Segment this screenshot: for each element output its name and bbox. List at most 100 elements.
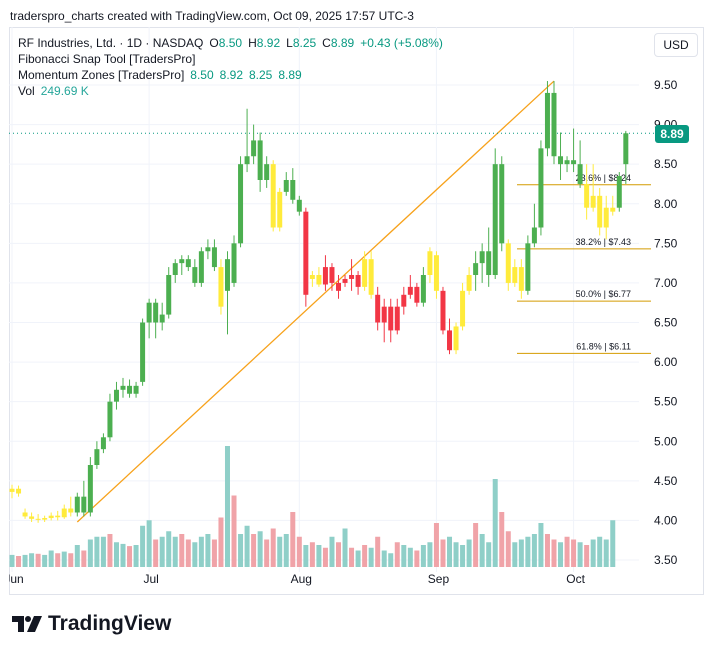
volume-bar — [172, 536, 178, 567]
volume-bar — [166, 531, 172, 567]
volume-bar — [133, 545, 139, 567]
volume-bar — [316, 545, 322, 567]
candle-body — [61, 508, 67, 518]
legend-change: +0.43 (+5.08%) — [360, 36, 443, 50]
candle-body — [518, 267, 524, 291]
volume-bar — [283, 534, 289, 567]
candle-body — [16, 488, 22, 494]
volume-bar — [551, 539, 557, 567]
candle-body — [113, 389, 119, 402]
volume-bar — [159, 536, 165, 567]
candle-body — [616, 176, 622, 208]
volume-bar — [342, 528, 348, 567]
volume-bar — [35, 553, 41, 567]
volume-bar — [198, 536, 204, 567]
volume-bar — [309, 542, 315, 567]
y-axis-tick-label: 3.50 — [654, 553, 678, 567]
candle-body — [166, 275, 172, 315]
candle-body — [251, 140, 257, 157]
candle-body — [231, 243, 237, 283]
x-axis-tick-label: Aug — [291, 572, 312, 586]
volume-bar — [531, 534, 537, 567]
volume-bar — [486, 542, 492, 567]
candle-body — [127, 385, 133, 394]
legend-momentum-indicator[interactable]: Momentum Zones [TradersPro] — [18, 68, 185, 82]
volume-bar — [270, 528, 276, 567]
candle-body — [531, 227, 537, 244]
candle-body — [342, 278, 348, 283]
volume-bar — [590, 539, 596, 567]
candle-body — [336, 282, 341, 291]
legend-mz-value: 8.50 — [190, 68, 214, 82]
candle-body — [499, 164, 505, 244]
volume-bar — [473, 523, 479, 567]
volume-bar — [479, 534, 485, 567]
y-axis-tick-label: 6.00 — [654, 355, 678, 369]
volume-bar — [420, 545, 426, 567]
chart-legend: RF Industries, Ltd. · 1D · NASDAQ O8.50 … — [18, 35, 443, 99]
candle-body — [146, 302, 152, 323]
volume-bar — [74, 545, 80, 567]
volume-bar — [407, 547, 413, 567]
fib-level-label: 50.0% | $6.77 — [576, 289, 631, 299]
volume-bar — [584, 545, 590, 567]
volume-bar — [466, 539, 472, 567]
candle-body — [205, 247, 211, 252]
candle-body — [192, 267, 198, 283]
volume-bar — [22, 554, 28, 567]
candle-body — [558, 156, 564, 165]
volume-bar — [29, 553, 35, 567]
candle-body — [525, 243, 531, 291]
y-axis-tick-label: 8.00 — [654, 197, 678, 211]
volume-bar — [87, 539, 93, 567]
candle-body — [35, 518, 41, 520]
tradingview-logo[interactable]: TradingView — [12, 612, 171, 636]
volume-bar — [251, 534, 257, 567]
volume-bar — [303, 545, 309, 567]
volume-bar — [153, 539, 159, 567]
candle-body — [224, 259, 230, 291]
volume-bar — [577, 542, 583, 567]
candle-body — [571, 160, 577, 165]
candle-body — [349, 275, 355, 279]
legend-symbol[interactable]: RF Industries, Ltd. · 1D · NASDAQ — [18, 36, 204, 50]
legend-low-key: L — [286, 36, 293, 50]
volume-bar — [257, 531, 263, 567]
volume-bar — [460, 545, 466, 567]
volume-bar — [336, 542, 341, 567]
candle-body — [211, 247, 217, 268]
legend-close-value: 8.89 — [330, 36, 355, 50]
candle-body — [303, 211, 309, 295]
candle-body — [394, 306, 400, 331]
candle-body — [603, 207, 609, 228]
volume-bar — [414, 550, 420, 567]
volume-bar — [264, 539, 270, 567]
legend-volume-label[interactable]: Vol — [18, 84, 35, 98]
y-axis-tick-label: 8.50 — [654, 157, 678, 171]
candle-body — [447, 330, 453, 351]
legend-mz-value: 8.25 — [249, 68, 273, 82]
price-chart[interactable]: 23.6% | $8.24 38.2% | $7.43 50.0% | $6.77 6… — [9, 27, 704, 595]
volume-bar — [61, 551, 67, 567]
volume-bar — [238, 534, 244, 567]
volume-bar — [68, 553, 74, 567]
volume-bar — [55, 553, 61, 567]
currency-button[interactable]: USD — [654, 33, 698, 57]
volume-bar — [113, 542, 119, 567]
volume-bar — [447, 536, 453, 567]
legend-fib-indicator[interactable]: Fibonacci Snap Tool [TradersPro] — [18, 52, 196, 66]
volume-bar — [538, 523, 544, 567]
last-price-tag: 8.89 — [655, 125, 689, 143]
volume-bar — [81, 550, 87, 567]
candle-body — [407, 286, 413, 295]
volume-bar — [362, 545, 368, 567]
chart-frame — [9, 27, 704, 595]
candle-body — [433, 255, 439, 291]
y-axis-tick-label: 9.50 — [654, 78, 678, 92]
candle-body — [362, 259, 368, 287]
fib-level-label: 61.8% | $6.11 — [576, 341, 631, 351]
candle-body — [107, 401, 113, 438]
candle-body — [420, 275, 426, 303]
candle-body — [512, 267, 518, 283]
y-axis-tick-label: 6.50 — [654, 316, 678, 330]
